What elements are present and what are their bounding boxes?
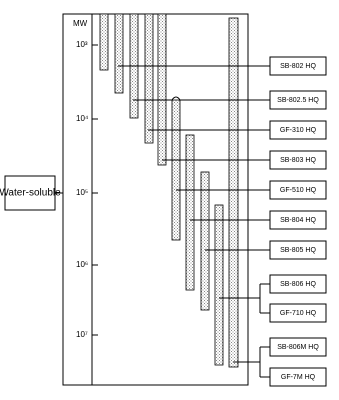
range-bar [157, 13, 167, 166]
column-box [269, 56, 327, 76]
range-bar [114, 13, 124, 94]
column-box [269, 303, 327, 323]
tick-label: 10⁶ [76, 260, 88, 269]
column-label: GF-7M HQ [281, 374, 316, 381]
column-label: SB-802.5 HQ [277, 97, 319, 104]
column-label: GF-510 HQ [280, 187, 317, 194]
column-box [269, 274, 327, 294]
column-box [269, 90, 327, 110]
column-box [269, 210, 327, 230]
connectors [118, 65, 270, 378]
frame [62, 13, 249, 386]
range-bar [200, 171, 210, 311]
range-bar [144, 13, 154, 144]
column-box [269, 240, 327, 260]
range-bar [171, 99, 181, 241]
column-label: SB-804 HQ [280, 217, 316, 224]
column-box [269, 120, 327, 140]
connector [133, 96, 270, 101]
column-label: GF-310 HQ [280, 127, 317, 134]
column-box [269, 337, 327, 357]
category-label: Water-soluble [0, 188, 61, 199]
range-bar [99, 13, 109, 71]
column-label: SB-806M HQ [277, 344, 319, 351]
category-box [4, 175, 56, 211]
tick-label: 10⁷ [76, 330, 88, 339]
axis-label: MW [73, 19, 88, 28]
column-box [269, 180, 327, 200]
tick-label: 10⁵ [76, 188, 88, 197]
range-bar [185, 134, 195, 291]
column-label: SB-802 HQ [280, 63, 316, 70]
column-label: SB-806 HQ [280, 281, 316, 288]
column-label: GF-710 HQ [280, 310, 317, 317]
column-box [269, 367, 327, 387]
column-box [269, 150, 327, 170]
column-label: SB-805 HQ [280, 247, 316, 254]
tick-label: 10⁴ [76, 114, 89, 123]
connector [233, 346, 270, 378]
connector [219, 283, 270, 314]
tick-label: 10³ [76, 40, 88, 49]
column-label: SB-803 HQ [280, 157, 316, 164]
range-bar [228, 17, 239, 368]
range-bar [214, 204, 224, 366]
